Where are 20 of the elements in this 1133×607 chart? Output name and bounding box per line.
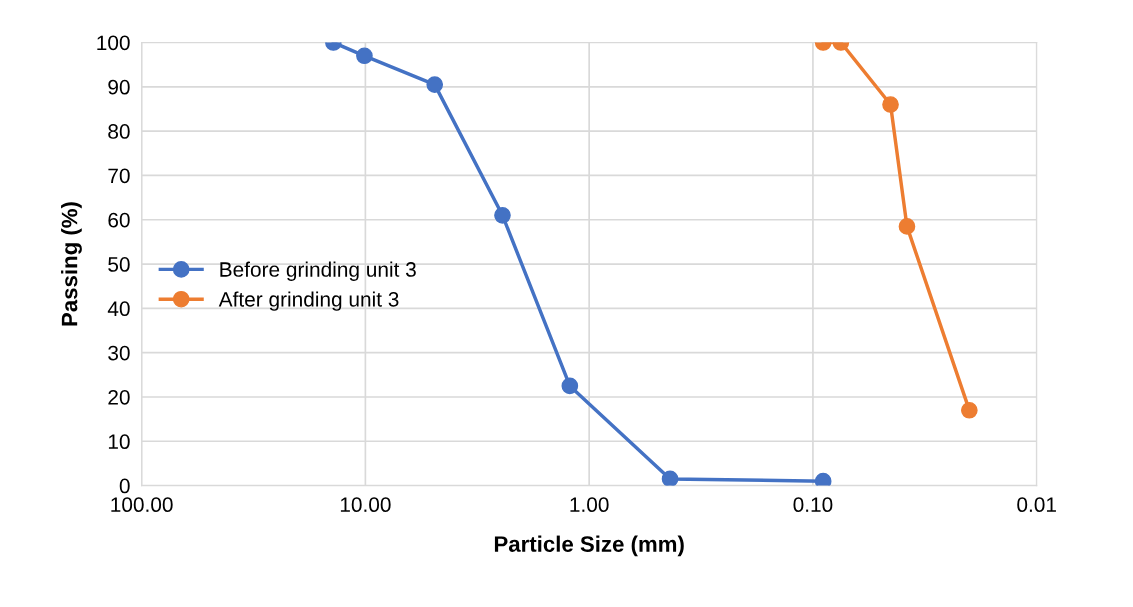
y-tick-label: 70 <box>108 168 130 184</box>
x-axis-title: Particle Size (mm) <box>494 535 684 557</box>
y-tick-label: 100 <box>97 35 130 51</box>
y-tick-label: 90 <box>108 79 130 95</box>
y-tick-label: 20 <box>108 389 130 405</box>
legend-label: Before grinding unit 3 <box>220 261 416 281</box>
y-tick-label: 60 <box>108 212 130 228</box>
x-tick-label: 1.00 <box>570 497 609 513</box>
legend-label: After grinding unit 3 <box>218 291 399 311</box>
y-tick-label: 10 <box>108 434 130 450</box>
x-tick-label: 100.00 <box>111 497 173 513</box>
x-tick-label: 0.01 <box>1017 497 1056 513</box>
x-tick-label: 0.10 <box>793 497 833 513</box>
y-tick-label: 0 <box>119 478 130 494</box>
y-axis-title: Passing (%) <box>61 202 82 326</box>
y-tick-label: 40 <box>107 301 130 317</box>
y-tick-label: 50 <box>108 257 130 272</box>
x-tick-label: 10.00 <box>340 497 391 513</box>
y-tick-label: 80 <box>108 124 130 139</box>
y-tick-label: 30 <box>108 345 130 361</box>
